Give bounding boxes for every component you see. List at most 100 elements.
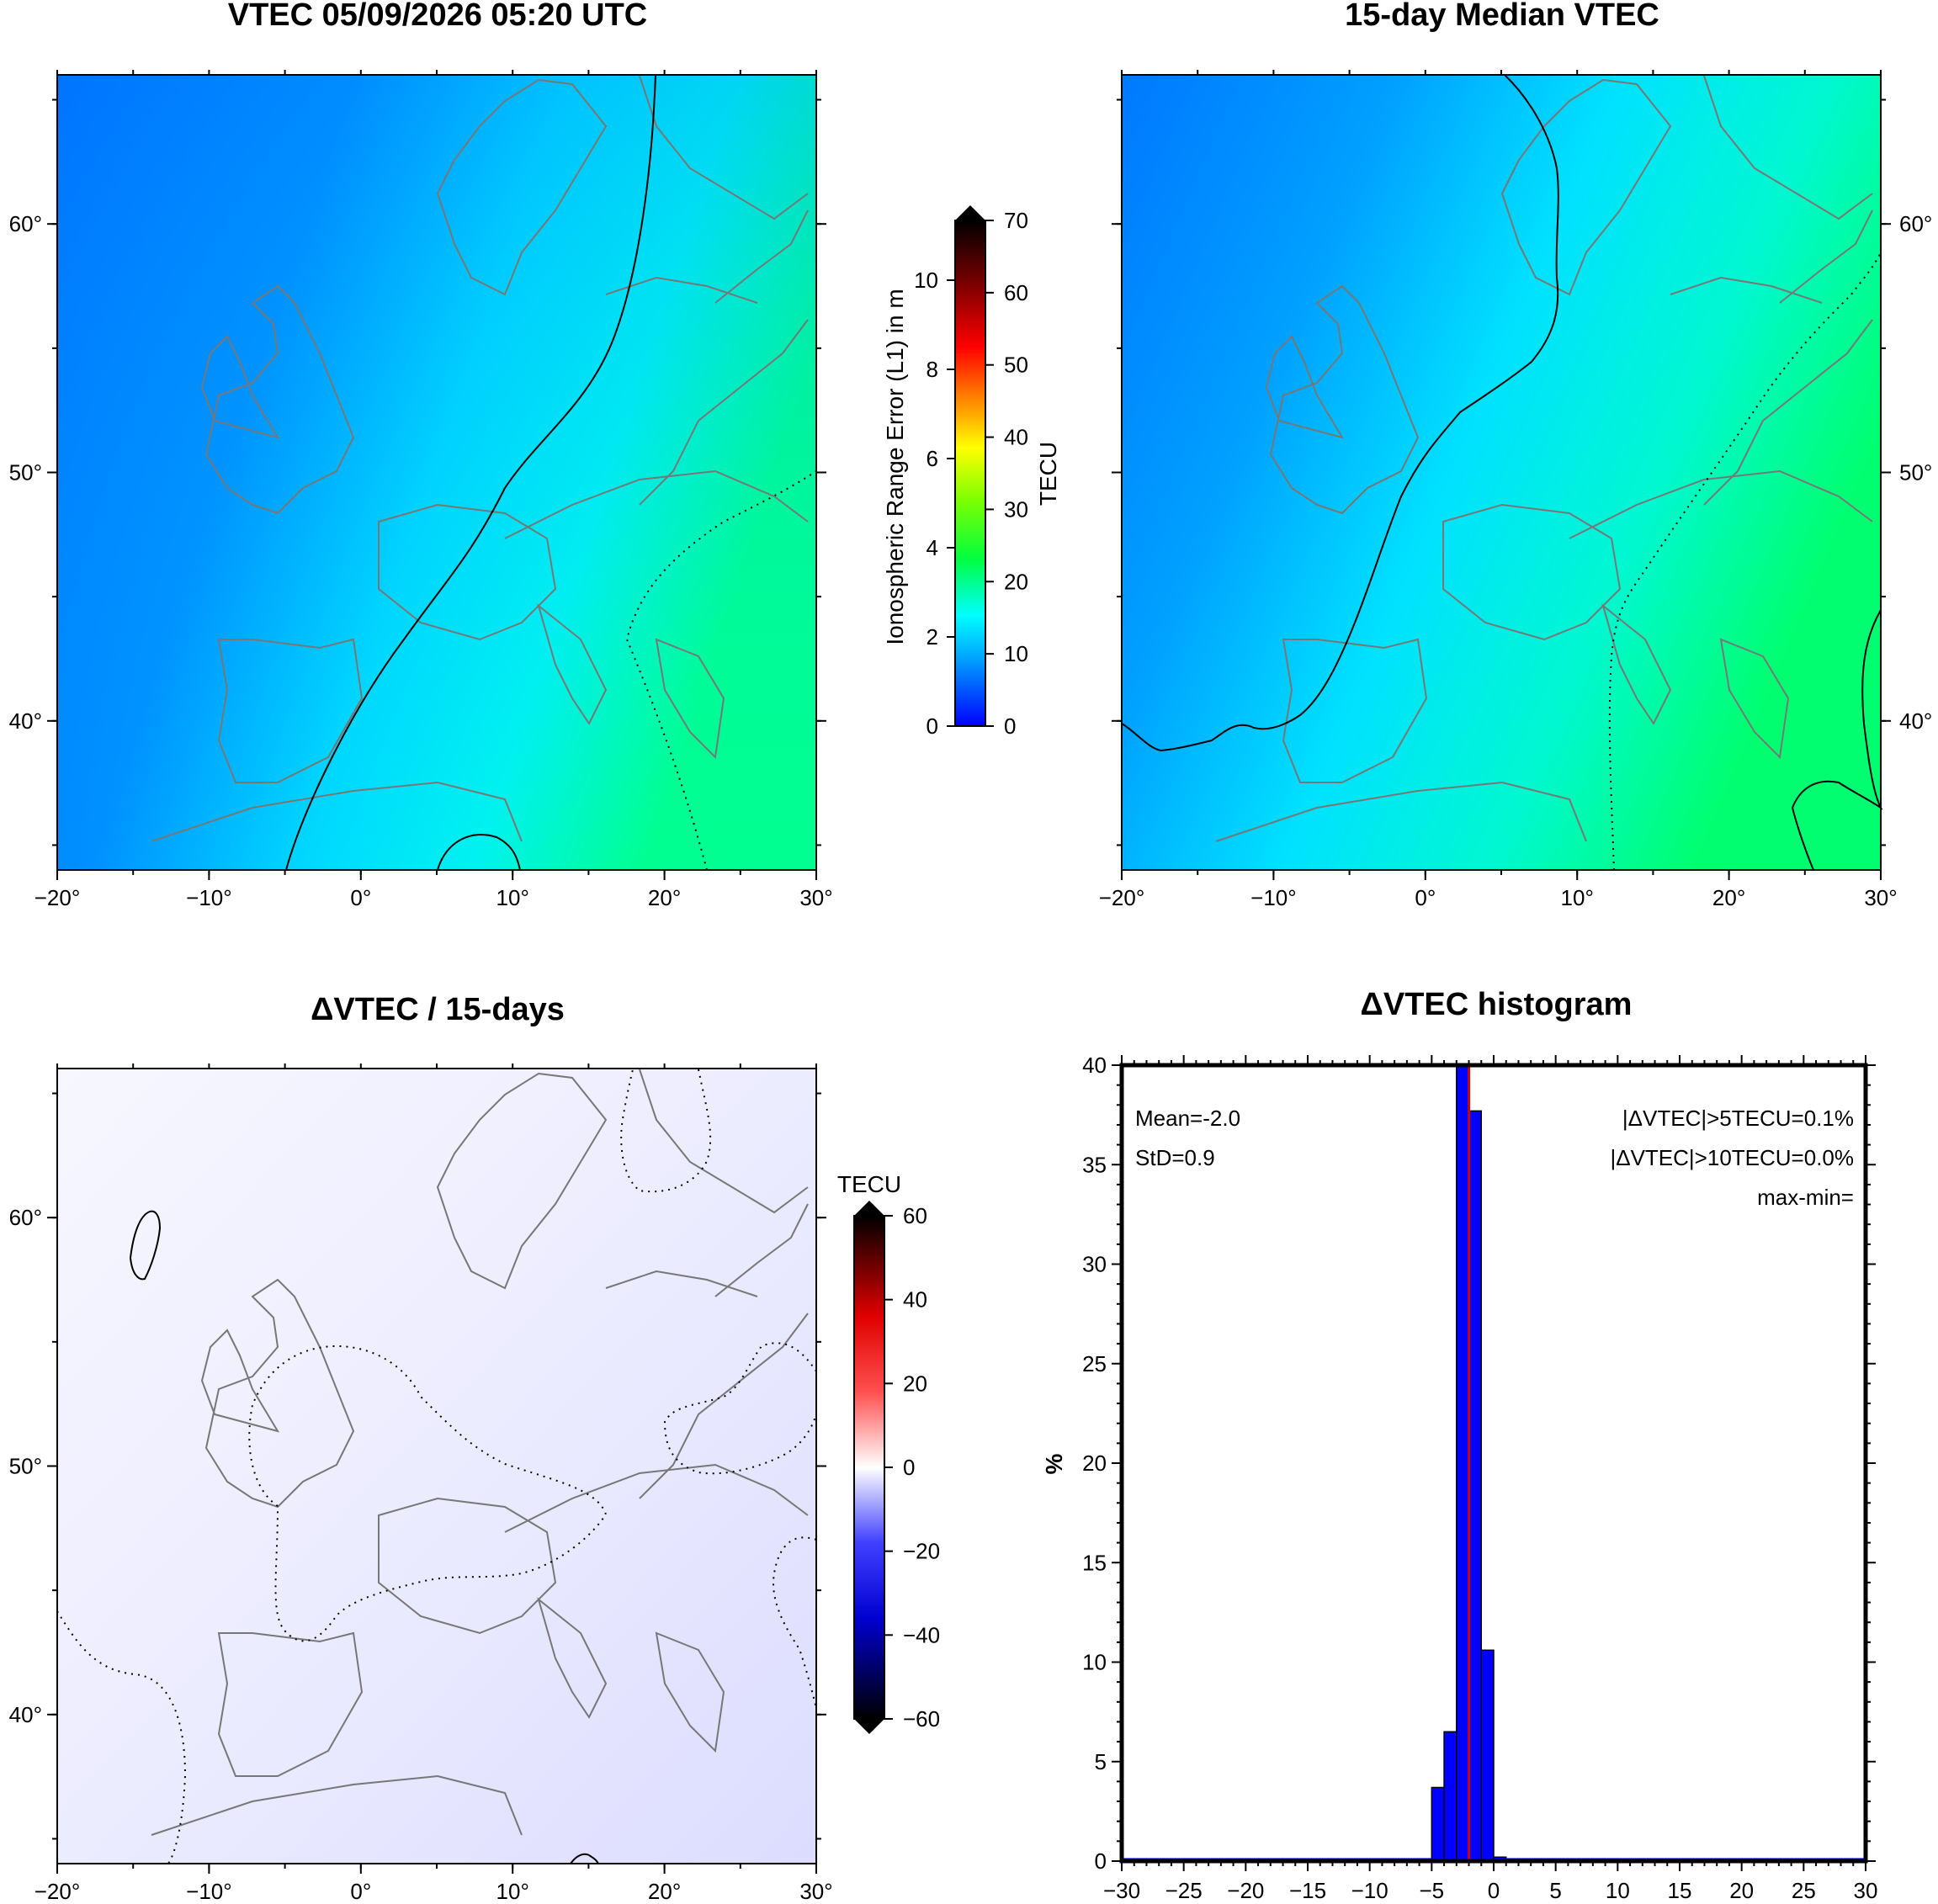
delta-colorbar-ticks: 60 40 20 0 −20 −40 −60 <box>884 1203 940 1732</box>
vtec-contours <box>285 74 656 871</box>
delta-lon-tick-label: 0° <box>350 1879 371 1904</box>
delta-contours-dotted <box>56 1069 817 1864</box>
vtec-map: −20° −10° 0° 10° 20° 30° 40° 50° 60° <box>9 70 833 910</box>
delta-colorbar-tick-label: 40 <box>903 1287 927 1313</box>
vtec-colorbar: 0 2 4 6 8 10 0 10 20 30 40 50 60 70 Ionospheric Rang… <box>882 205 1061 739</box>
histogram-bar <box>1456 1064 1470 1862</box>
stat-std: StD=0.9 <box>1135 1145 1215 1170</box>
delta-colorbar-arrow-bottom <box>854 1719 884 1734</box>
vtec-lat-tick-label: 60° <box>9 211 42 236</box>
histogram-y-tick-label: 5 <box>1095 1749 1107 1774</box>
delta-lat-tick-label: 60° <box>9 1205 42 1230</box>
vtec-colorbar-right-tick-label: 0 <box>1004 713 1016 739</box>
vtec-colorbar-right-tick-label: 50 <box>1004 353 1028 378</box>
vtec-colorbar-bar <box>954 220 986 727</box>
vtec-colorbar-left-label: Ionospheric Range Error (L1) in m <box>882 289 908 644</box>
histogram-x-tick-label: 30 <box>1854 1878 1878 1903</box>
delta-contour-bottom <box>570 1853 599 1864</box>
vtec-heatmap-shade <box>57 75 816 870</box>
histogram-x-tick-label: 5 <box>1549 1878 1561 1903</box>
vtec-colorbar-arrow <box>955 205 985 220</box>
delta-colorbar-bar <box>853 1215 885 1720</box>
vtec-colorbar-right-tick-label: 70 <box>1004 208 1028 233</box>
vtec-colorbar-right-tick-label: 40 <box>1004 425 1028 450</box>
vtec-lat-tick-label: 40° <box>9 708 42 734</box>
vtec-lat-tick-label: 50° <box>9 460 42 485</box>
delta-colorbar-tick-label: 60 <box>903 1203 927 1228</box>
histogram: −30 −25 −20 −15 −10 −5 0 5 10 15 20 25 30 0 5 10 15 20 25… <box>1041 1053 1877 1903</box>
histogram-title: ΔVTEC histogram <box>1361 987 1633 1022</box>
histogram-x-tick-label: −20 <box>1227 1878 1264 1903</box>
histogram-y-tick-label: 40 <box>1082 1053 1107 1078</box>
median-lon-tick-label: −10° <box>1250 885 1297 910</box>
histogram-bar <box>1431 1786 1445 1862</box>
histogram-bar <box>1443 1731 1457 1862</box>
median-lat-axis: 40° 50° 60° <box>1112 98 1932 846</box>
histogram-y-tick-label: 30 <box>1082 1252 1107 1277</box>
stat-mean: Mean=-2.0 <box>1135 1106 1240 1131</box>
delta-heatmap <box>57 1069 816 1864</box>
median-lat-tick-label: 40° <box>1899 708 1932 734</box>
histogram-x-tick-label: 20 <box>1729 1878 1754 1903</box>
stat-gt5: |ΔVTEC|>5TECU=0.1% <box>1622 1106 1854 1131</box>
vtec-colorbar-left-ticks: 0 2 4 6 8 10 <box>914 268 955 739</box>
delta-lon-tick-label: −20° <box>35 1879 81 1904</box>
vtec-lon-tick-label: 30° <box>799 885 832 910</box>
median-lon-axis: −20° −10° 0° 10° 20° 30° <box>1099 70 1898 910</box>
delta-title: ΔVTEC / 15-days <box>311 992 565 1027</box>
vtec-colorbar-left-tick-label: 4 <box>927 535 938 560</box>
histogram-bar <box>1468 1110 1483 1862</box>
vtec-colorbar-right-label: TECU <box>1035 442 1061 506</box>
vtec-colorbar-right-tick-label: 60 <box>1004 280 1028 305</box>
median-contours <box>1121 74 1883 871</box>
histogram-y-tick-label: 20 <box>1082 1451 1107 1476</box>
histogram-y-tick-label: 15 <box>1082 1550 1107 1575</box>
stat-gt10: |ΔVTEC|>10TECU=0.0% <box>1610 1145 1854 1170</box>
delta-map: −20° −10° 0° 10° 20° 30° 40° 50° 60° <box>9 1063 833 1904</box>
delta-lon-tick-label: 20° <box>648 1879 681 1904</box>
histogram-x-tick-label: 15 <box>1668 1878 1692 1903</box>
vtec-colorbar-right-ticks: 0 10 20 30 40 50 60 70 <box>985 208 1028 739</box>
histogram-y-tick-label: 25 <box>1082 1351 1107 1376</box>
vtec-lon-tick-label: 10° <box>496 885 529 910</box>
median-lon-tick-label: 20° <box>1712 885 1745 910</box>
stat-maxmin: max-min= <box>1757 1185 1854 1210</box>
vtec-title: VTEC 05/09/2026 05:20 UTC <box>228 0 648 33</box>
delta-lon-tick-label: 30° <box>799 1879 832 1904</box>
vtec-colorbar-right-tick-label: 20 <box>1004 569 1028 594</box>
delta-contour-solid <box>129 1210 162 1281</box>
histogram-ylabel: % <box>1041 1453 1067 1474</box>
delta-colorbar-tick-label: 0 <box>903 1455 915 1480</box>
median-heatmap <box>1122 75 1881 870</box>
delta-lat-tick-label: 40° <box>9 1702 42 1727</box>
vtec-coastlines <box>151 75 809 842</box>
vtec-colorbar-left-tick-label: 10 <box>914 268 938 293</box>
delta-lat-axis: 40° 50° 60° <box>9 1092 826 1840</box>
vtec-contour-dotted <box>625 470 817 871</box>
delta-colorbar-tick-label: 20 <box>903 1371 927 1396</box>
delta-lon-tick-label: 10° <box>496 1879 529 1904</box>
vtec-colorbar-right-tick-label: 10 <box>1004 641 1028 666</box>
vtec-lon-tick-label: −20° <box>35 885 81 910</box>
median-lon-tick-label: 30° <box>1864 885 1897 910</box>
histogram-x-tick-label: −10 <box>1351 1878 1388 1903</box>
delta-colorbar-tick-label: −20 <box>903 1539 940 1564</box>
delta-lat-tick-label: 50° <box>9 1454 42 1479</box>
histogram-x-tick-label: 0 <box>1488 1878 1500 1903</box>
vtec-lon-axis: −20° −10° 0° 10° 20° 30° <box>35 70 833 910</box>
histogram-y-tick-label: 35 <box>1082 1152 1107 1177</box>
histogram-x-tick-label: −15 <box>1289 1878 1326 1903</box>
vtec-colorbar-right-tick-label: 30 <box>1004 496 1028 522</box>
delta-lon-axis: −20° −10° 0° 10° 20° 30° <box>35 1063 833 1904</box>
histogram-bar <box>1480 1649 1495 1862</box>
delta-lon-tick-label: −10° <box>186 1879 232 1904</box>
histogram-x-axis: −30 −25 −20 −15 −10 −5 0 5 10 15 20 25 30 <box>1103 1055 1878 1903</box>
vtec-lon-tick-label: 20° <box>648 885 681 910</box>
histogram-x-tick-label: 25 <box>1792 1878 1816 1903</box>
delta-colorbar-tick-label: −40 <box>903 1622 940 1647</box>
vtec-lat-axis: 40° 50° 60° <box>9 98 826 846</box>
histogram-y-tick-label: 0 <box>1095 1848 1107 1874</box>
histogram-y-tick-label: 10 <box>1082 1650 1107 1675</box>
histogram-y-axis: 0 5 10 15 20 25 30 35 40 <box>1082 1053 1876 1874</box>
